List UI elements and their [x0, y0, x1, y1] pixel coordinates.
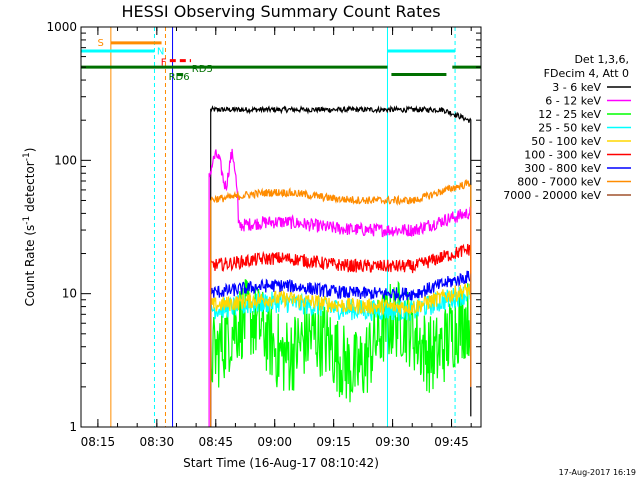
- timestamp: 17-Aug-2017 16:19: [559, 468, 636, 477]
- series-line-7: [210, 179, 472, 427]
- x-tick-label-4: 09:15: [316, 435, 351, 449]
- x-axis-label: Start Time (16-Aug-17 08:10:42): [183, 456, 379, 470]
- legend-label-4: 50 - 100 keV: [531, 135, 601, 148]
- series-line-2: [210, 279, 472, 427]
- label-s: S: [98, 38, 104, 49]
- legend-label-2: 12 - 25 keV: [538, 108, 601, 121]
- label-rd5: RD5: [192, 64, 213, 75]
- y-tick-label-0: 1: [69, 420, 77, 434]
- y-tick-label-1: 10: [62, 287, 77, 301]
- axis-ticks: 08:15 08:30 08:45 09:00 09:15 09:30 09:45 1 10 10…: [46, 20, 481, 449]
- legend-header-1: Det 1,3,6,: [574, 53, 629, 66]
- legend-label-7: 800 - 7000 keV: [517, 176, 601, 189]
- x-tick-label-3: 09:00: [257, 435, 292, 449]
- legend-label-5: 100 - 300 keV: [524, 149, 601, 162]
- label-f: F: [161, 57, 167, 68]
- series-line-1: [208, 148, 472, 427]
- y-tick-label-2: 100: [54, 153, 77, 167]
- legend-label-3: 25 - 50 keV: [538, 122, 601, 135]
- legend-label-8: 7000 - 20000 keV: [503, 189, 601, 202]
- x-tick-label-1: 08:30: [140, 435, 175, 449]
- series-line-5: [210, 243, 472, 427]
- series-line-0: [210, 105, 472, 427]
- legend-header-2: FDecim 4, Att 0: [544, 67, 629, 80]
- x-tick-label-5: 09:30: [375, 435, 410, 449]
- plot-frame: [80, 26, 482, 428]
- x-tick-label-6: 09:45: [434, 435, 469, 449]
- series-line-4: [210, 283, 472, 427]
- y-axis-label: Count Rate (s-1 detector-1): [22, 148, 37, 307]
- legend-label-0: 3 - 6 keV: [552, 81, 601, 94]
- label-n: N: [157, 47, 164, 58]
- legend-label-6: 300 - 800 keV: [524, 162, 601, 175]
- label-rd6: RD6: [169, 72, 190, 83]
- y-tick-label-3: 1000: [46, 20, 77, 34]
- chart-title: HESSI Observing Summary Count Rates: [121, 2, 440, 21]
- x-tick-label-2: 08:45: [198, 435, 233, 449]
- legend-label-1: 6 - 12 keV: [545, 95, 601, 108]
- x-tick-label-0: 08:15: [81, 435, 116, 449]
- series-line-6: [210, 270, 472, 427]
